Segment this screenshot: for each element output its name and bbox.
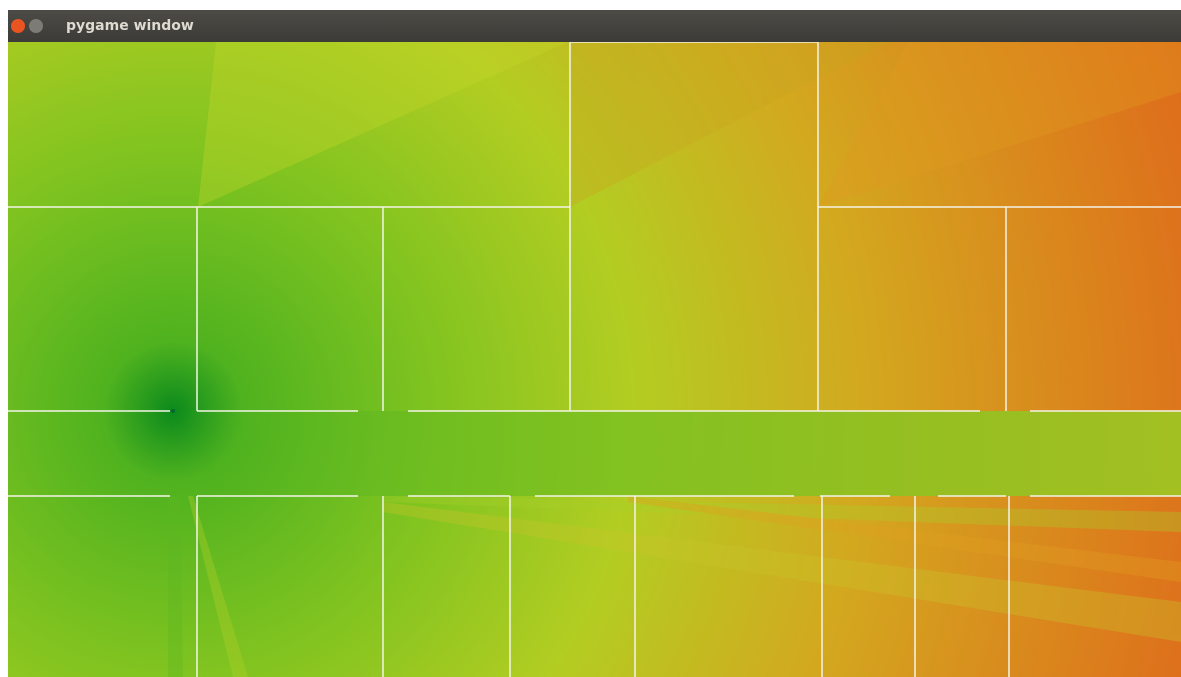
window-title: pygame window <box>66 18 194 34</box>
title-bar: pygame window <box>8 10 1181 42</box>
light-beams <box>168 42 1181 677</box>
background <box>8 42 1181 677</box>
close-button[interactable] <box>11 19 25 33</box>
corridor <box>178 411 1181 496</box>
canvas <box>8 42 1181 677</box>
light-source <box>171 409 175 413</box>
room-walls <box>8 42 1181 677</box>
pygame-window: pygame window <box>8 10 1181 677</box>
minimize-button[interactable] <box>29 19 43 33</box>
